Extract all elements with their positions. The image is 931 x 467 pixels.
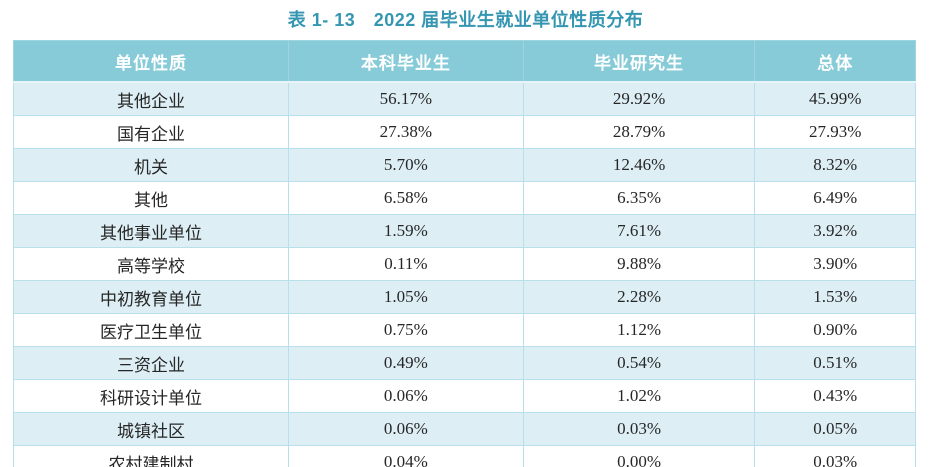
row-label: 三资企业 — [12, 346, 290, 380]
cell-value: 12.46% — [522, 148, 756, 182]
cell-value: 0.11% — [288, 247, 524, 281]
row-label: 中初教育单位 — [12, 280, 290, 314]
cell-value: 2.28% — [522, 280, 756, 314]
row-label: 其他事业单位 — [12, 214, 290, 248]
row-label: 高等学校 — [12, 247, 290, 281]
row-label: 科研设计单位 — [12, 379, 290, 413]
cell-value: 45.99% — [754, 81, 916, 116]
table-row: 科研设计单位 0.06% 1.02% 0.43% — [12, 379, 916, 413]
row-label: 其他企业 — [12, 81, 290, 116]
cell-value: 0.03% — [754, 445, 916, 467]
cell-value: 9.88% — [522, 247, 756, 281]
table-title: 表 1- 13 2022 届毕业生就业单位性质分布 — [287, 10, 644, 30]
cell-value: 27.93% — [754, 115, 916, 149]
column-header-overall: 总体 — [754, 40, 916, 83]
cell-value: 1.59% — [288, 214, 524, 248]
table-row: 其他事业单位 1.59% 7.61% 3.92% — [12, 214, 916, 248]
table-row: 机关 5.70% 12.46% 8.32% — [12, 148, 916, 182]
row-label: 医疗卫生单位 — [12, 313, 290, 347]
table-row: 高等学校 0.11% 9.88% 3.90% — [12, 247, 916, 281]
cell-value: 0.03% — [522, 412, 756, 446]
cell-value: 1.02% — [522, 379, 756, 413]
cell-value: 28.79% — [522, 115, 756, 149]
cell-value: 3.92% — [754, 214, 916, 248]
row-label: 城镇社区 — [12, 412, 290, 446]
cell-value: 0.43% — [754, 379, 916, 413]
cell-value: 1.05% — [288, 280, 524, 314]
cell-value: 0.54% — [522, 346, 756, 380]
row-label: 国有企业 — [12, 115, 290, 149]
table-row: 国有企业 27.38% 28.79% 27.93% — [12, 115, 916, 149]
column-header-graduate: 毕业研究生 — [522, 40, 756, 83]
column-header-unit-type: 单位性质 — [12, 40, 290, 83]
cell-value: 0.51% — [754, 346, 916, 380]
table-row: 中初教育单位 1.05% 2.28% 1.53% — [12, 280, 916, 314]
cell-value: 27.38% — [288, 115, 524, 149]
cell-value: 6.49% — [754, 181, 916, 215]
cell-value: 5.70% — [288, 148, 524, 182]
cell-value: 0.05% — [754, 412, 916, 446]
cell-value: 0.75% — [288, 313, 524, 347]
table-row: 城镇社区 0.06% 0.03% 0.05% — [12, 412, 916, 446]
table-row: 其他 6.58% 6.35% 6.49% — [12, 181, 916, 215]
cell-value: 1.12% — [522, 313, 756, 347]
table-row: 医疗卫生单位 0.75% 1.12% 0.90% — [12, 313, 916, 347]
cell-value: 0.06% — [288, 379, 524, 413]
header-row: 单位性质 本科毕业生 毕业研究生 总体 — [12, 40, 916, 83]
cell-value: 29.92% — [522, 81, 756, 116]
cell-value: 0.00% — [522, 445, 756, 467]
cell-value: 3.90% — [754, 247, 916, 281]
cell-value: 6.35% — [522, 181, 756, 215]
employment-unit-distribution-table: 单位性质 本科毕业生 毕业研究生 总体 其他企业 56.17% 29.92% 4… — [12, 40, 916, 467]
cell-value: 0.90% — [754, 313, 916, 347]
row-label: 机关 — [12, 148, 290, 182]
cell-value: 56.17% — [288, 81, 524, 116]
cell-value: 0.49% — [288, 346, 524, 380]
cell-value: 0.06% — [288, 412, 524, 446]
cell-value: 8.32% — [754, 148, 916, 182]
row-label: 其他 — [12, 181, 290, 215]
column-header-undergraduate: 本科毕业生 — [288, 40, 524, 83]
cell-value: 0.04% — [288, 445, 524, 467]
table-row: 农村建制村 0.04% 0.00% 0.03% — [12, 445, 916, 467]
cell-value: 7.61% — [522, 214, 756, 248]
cell-value: 1.53% — [754, 280, 916, 314]
cell-value: 6.58% — [288, 181, 524, 215]
row-label: 农村建制村 — [12, 445, 290, 467]
table-row: 其他企业 56.17% 29.92% 45.99% — [12, 81, 916, 116]
table-row: 三资企业 0.49% 0.54% 0.51% — [12, 346, 916, 380]
